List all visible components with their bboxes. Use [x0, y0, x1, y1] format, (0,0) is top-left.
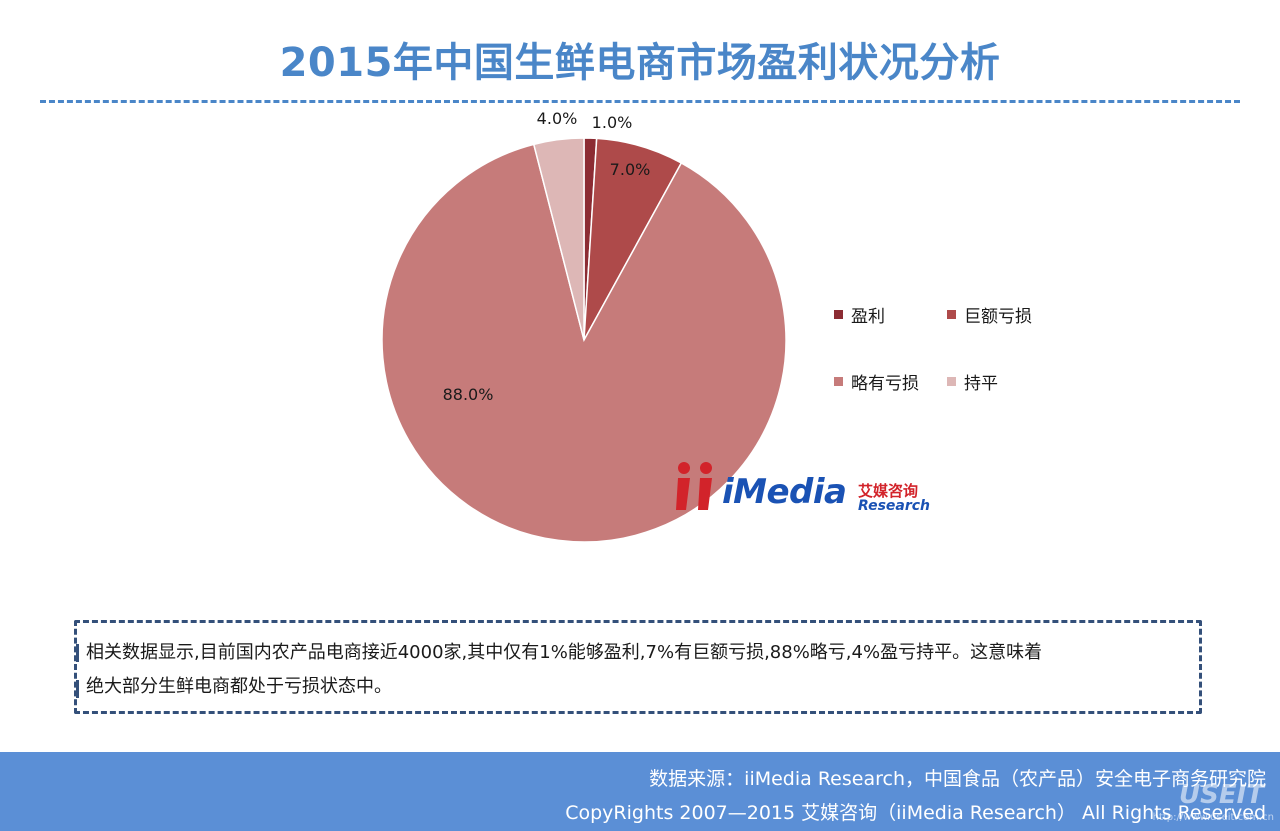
- pie-data-label: 1.0%: [592, 113, 633, 132]
- pie-data-label: 88.0%: [443, 385, 494, 404]
- legend-item: 盈利: [834, 302, 885, 327]
- legend-swatch: [834, 310, 843, 319]
- logo-chinese-name: 艾媒咨询: [858, 482, 919, 500]
- pie-slice-3: [381, 143, 787, 543]
- pie-data-label: 7.0%: [610, 160, 651, 179]
- legend-swatch: [834, 377, 843, 386]
- legend-item: 持平: [947, 369, 998, 394]
- legend-item: 略有亏损: [834, 369, 919, 394]
- summary-box: [74, 620, 1202, 714]
- iimedia-logo-mark-icon: [676, 462, 712, 510]
- iimedia-logo: iMedia 艾媒咨询 Research: [672, 460, 932, 516]
- summary-text: 相关数据显示,目前国内农产品电商接近4000家,其中仅有1%能够盈利,7%有巨额…: [86, 636, 1196, 704]
- pie-slice-4: [532, 137, 585, 341]
- watermark-text: USEIT: [1178, 780, 1264, 810]
- summary-line-2: 绝大部分生鲜电商都处于亏损状态中。: [86, 676, 392, 697]
- page-title: 2015年中国生鲜电商市场盈利状况分析: [279, 40, 1001, 86]
- footer-bar: 数据来源：iiMedia Research，中国食品（农产品）安全电子商务研究院…: [0, 752, 1280, 831]
- title-divider: [40, 100, 1240, 103]
- summary-line-marker: [76, 644, 79, 662]
- watermark-url: http://www.useit.com.cn: [1152, 812, 1274, 823]
- legend-swatch: [947, 310, 956, 319]
- footer-copyright: CopyRights 2007—2015 艾媒咨询（iiMedia Resear…: [565, 802, 1266, 824]
- legend-label: 持平: [964, 374, 998, 394]
- logo-english-name: Research: [858, 498, 931, 514]
- legend-label: 盈利: [851, 307, 885, 327]
- legend-swatch: [947, 377, 956, 386]
- pie-data-label: 4.0%: [537, 109, 578, 128]
- legend-label: 巨额亏损: [964, 307, 1032, 327]
- footer-source: 数据来源：iiMedia Research，中国食品（农产品）安全电子商务研究院: [649, 768, 1266, 790]
- legend-item: 巨额亏损: [947, 302, 1032, 327]
- logo-wordmark: iMedia: [722, 472, 847, 512]
- summary-line-marker: [76, 680, 79, 698]
- summary-line-1: 相关数据显示,目前国内农产品电商接近4000家,其中仅有1%能够盈利,7%有巨额…: [86, 642, 1043, 663]
- legend-label: 略有亏损: [851, 374, 919, 394]
